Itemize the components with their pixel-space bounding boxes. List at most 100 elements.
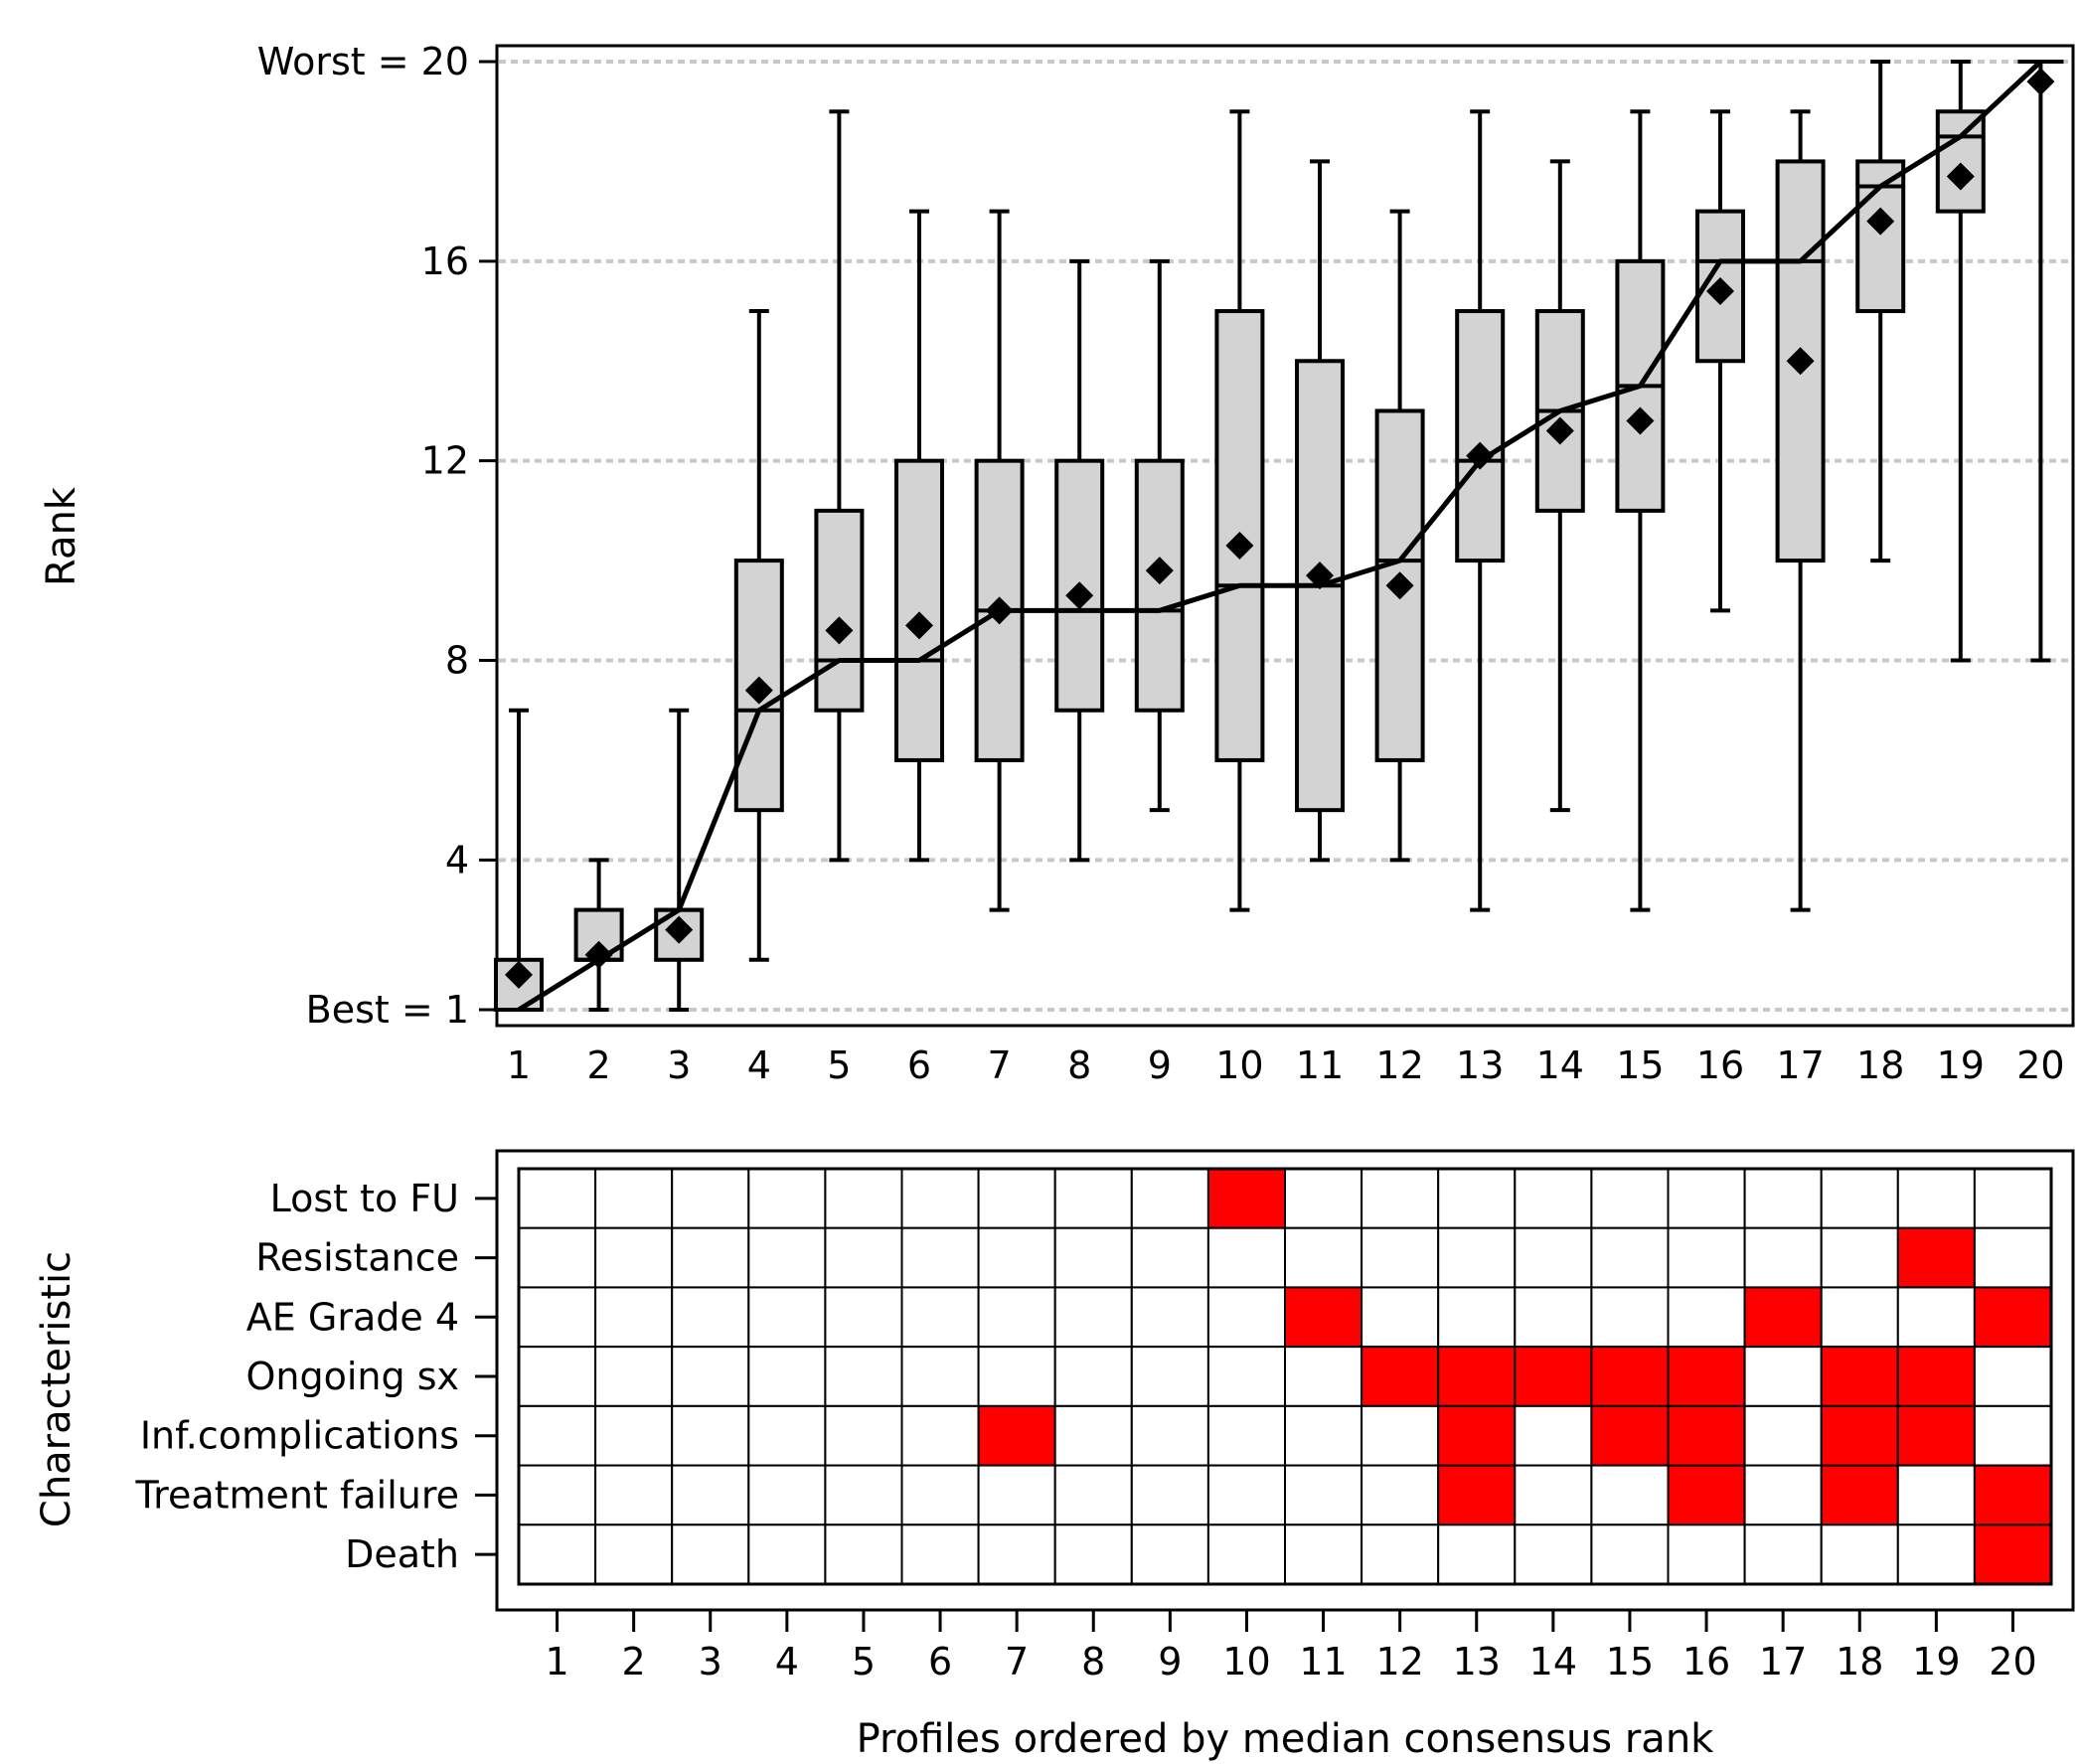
cell-inf-complications-16: [1667, 1404, 1746, 1467]
x-tick-label: 1: [507, 1043, 531, 1087]
cell-lost-to-fu-18: [1820, 1168, 1899, 1229]
boxplot-frame: [495, 44, 2075, 1028]
x-tick-label: 13: [1456, 1043, 1504, 1087]
x-tick-label: 6: [907, 1043, 931, 1087]
cell-treatment-failure-17: [1743, 1464, 1823, 1526]
cell-lost-to-fu-14: [1514, 1168, 1593, 1229]
cell-ae-grade-4-6: [900, 1286, 980, 1349]
box-5: [814, 109, 865, 863]
cell-lost-to-fu-12: [1361, 1168, 1440, 1229]
cell-resistance-1: [518, 1226, 597, 1289]
box-19: [1935, 60, 1986, 663]
cell-resistance-6: [900, 1226, 980, 1289]
cell-resistance-7: [977, 1226, 1056, 1289]
mean-marker-10: [1225, 532, 1254, 561]
cell-death-16: [1667, 1523, 1746, 1586]
cell-ongoing-sx-5: [824, 1346, 903, 1407]
box-11: [1295, 159, 1345, 863]
cell-death-1: [518, 1523, 597, 1586]
column-label: 19: [1912, 1640, 1960, 1684]
cell-treatment-failure-3: [671, 1464, 750, 1526]
cell-ongoing-sx-20: [1973, 1346, 2053, 1407]
column-label: 14: [1529, 1640, 1577, 1684]
cell-lost-to-fu-13: [1437, 1168, 1517, 1229]
cell-ae-grade-4-2: [594, 1286, 674, 1349]
column-label: 6: [928, 1640, 952, 1684]
cell-death-7: [977, 1523, 1056, 1586]
cell-death-17: [1743, 1523, 1823, 1586]
cell-death-19: [1896, 1523, 1976, 1586]
cell-resistance-15: [1590, 1226, 1670, 1289]
mean-marker-12: [1385, 571, 1414, 600]
boxplot-y-axis: Best = 1 4 8 12 16 Worst = 20: [257, 40, 497, 1032]
column-label: 16: [1682, 1640, 1730, 1684]
heatmap-frame: [495, 1149, 2075, 1612]
cell-inf-complications-15: [1590, 1404, 1670, 1467]
cell-death-10: [1206, 1523, 1287, 1586]
cell-treatment-failure-20: [1973, 1464, 2053, 1526]
mean-marker-14: [1545, 416, 1574, 445]
column-label: 4: [775, 1640, 799, 1684]
cell-death-8: [1053, 1523, 1133, 1586]
cell-treatment-failure-11: [1284, 1464, 1363, 1526]
box-16: [1695, 109, 1745, 613]
cell-lost-to-fu-15: [1590, 1168, 1670, 1229]
cell-treatment-failure-6: [900, 1464, 980, 1526]
mean-marker-3: [665, 915, 694, 944]
x-tick-label: 19: [1937, 1043, 1985, 1087]
cell-inf-complications-14: [1514, 1404, 1593, 1467]
cell-resistance-19: [1896, 1226, 1976, 1289]
mean-marker-2: [584, 940, 613, 969]
column-label: 3: [699, 1640, 722, 1684]
cell-resistance-3: [671, 1226, 750, 1289]
heatmap-y-axis: Lost to FU Resistance AE Grade 4 Ongoing sx…: [135, 1177, 497, 1576]
box-14: [1534, 159, 1585, 813]
mean-marker-7: [985, 596, 1014, 625]
cell-ongoing-sx-3: [671, 1346, 750, 1407]
cell-treatment-failure-15: [1590, 1464, 1670, 1526]
iqr-box: [733, 559, 784, 813]
cell-ongoing-sx-6: [900, 1346, 980, 1407]
boxplot-y-axis-title: Rank: [39, 486, 84, 586]
cell-ae-grade-4-10: [1206, 1286, 1287, 1349]
cell-inf-complications-13: [1437, 1404, 1517, 1467]
cell-resistance-20: [1973, 1226, 2053, 1289]
x-tick-label: 5: [827, 1043, 851, 1087]
cell-ae-grade-4-8: [1053, 1286, 1133, 1349]
cell-death-15: [1590, 1523, 1670, 1586]
boxplot-marks: [494, 60, 2064, 1013]
column-label: 15: [1606, 1640, 1654, 1684]
cell-ongoing-sx-10: [1206, 1346, 1287, 1407]
cell-ae-grade-4-4: [747, 1286, 827, 1349]
box-8: [1054, 258, 1105, 863]
column-label: 1: [545, 1640, 568, 1684]
cell-lost-to-fu-10: [1206, 1168, 1287, 1229]
cell-resistance-4: [747, 1226, 827, 1289]
cell-death-3: [671, 1523, 750, 1586]
cell-resistance-9: [1130, 1226, 1209, 1289]
mean-marker-16: [1706, 276, 1734, 305]
mean-marker-13: [1466, 441, 1495, 470]
cell-treatment-failure-13: [1437, 1464, 1517, 1526]
box-10: [1214, 109, 1265, 912]
cell-ae-grade-4-14: [1514, 1286, 1593, 1349]
cell-inf-complications-6: [900, 1404, 980, 1467]
cell-lost-to-fu-4: [747, 1168, 827, 1229]
row-label: Inf.complications: [140, 1414, 459, 1458]
x-tick-label: 3: [667, 1043, 691, 1087]
x-tick-label: 8: [1067, 1043, 1091, 1087]
mean-marker-1: [505, 960, 533, 989]
cell-ae-grade-4-18: [1820, 1286, 1899, 1349]
heatmap-x-axis-title: Profiles ordered by median consensus ran…: [857, 1716, 1715, 1762]
cell-resistance-11: [1284, 1226, 1363, 1289]
cell-death-4: [747, 1523, 827, 1586]
cell-inf-complications-20: [1973, 1404, 2053, 1467]
cell-inf-complications-2: [594, 1404, 674, 1467]
mean-marker-17: [1786, 347, 1815, 376]
column-label: 13: [1453, 1640, 1501, 1684]
box-18: [1855, 60, 1906, 563]
cell-inf-complications-7: [977, 1404, 1056, 1467]
box-17: [1775, 109, 1826, 912]
column-label: 7: [1005, 1640, 1029, 1684]
box-7: [974, 209, 1025, 912]
